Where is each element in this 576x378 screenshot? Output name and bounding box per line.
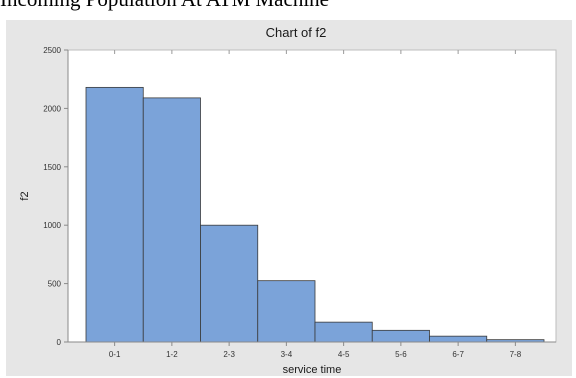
y-tick-label: 2500 [43, 46, 61, 55]
y-axis-ticks: 0 500 1000 1500 2000 2500 [43, 46, 68, 347]
y-tick-label: 500 [48, 280, 62, 289]
y-tick-label: 1500 [43, 163, 61, 172]
bar-6-7 [430, 336, 487, 342]
page-heading: Incoming Population At ATM Machine [0, 0, 329, 12]
x-tick-label: 6-7 [452, 350, 464, 359]
x-axis-label: service time [283, 364, 342, 376]
x-tick-label: 0-1 [109, 350, 121, 359]
bar-5-6 [372, 330, 429, 342]
x-tick-label: 5-6 [395, 350, 407, 359]
bar-0-1 [86, 87, 143, 342]
bar-4-5 [315, 322, 372, 342]
bar-chart: Chart of f2 0 500 1000 1500 2000 2500 0-1 1-2 2… [6, 20, 572, 376]
bar-2-3 [201, 225, 258, 342]
bar-1-2 [143, 98, 200, 342]
y-tick-label: 0 [57, 338, 62, 347]
y-axis-label: f2 [19, 191, 31, 200]
y-tick-label: 1000 [43, 221, 61, 230]
y-tick-label: 2000 [43, 104, 61, 113]
x-tick-label: 4-5 [338, 350, 350, 359]
bar-3-4 [258, 281, 315, 342]
x-tick-label: 2-3 [223, 350, 235, 359]
x-tick-label: 3-4 [281, 350, 293, 359]
x-tick-label: 1-2 [166, 350, 178, 359]
chart-container: Chart of f2 0 500 1000 1500 2000 2500 0-1 1-2 2… [6, 20, 572, 376]
x-tick-label: 7-8 [510, 350, 522, 359]
chart-title: Chart of f2 [266, 25, 327, 40]
